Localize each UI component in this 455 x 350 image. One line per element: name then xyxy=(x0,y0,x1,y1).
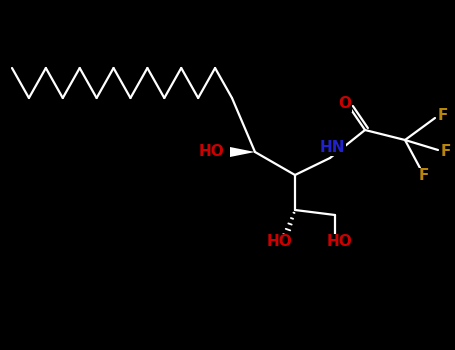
Text: F: F xyxy=(441,145,451,160)
Text: HN: HN xyxy=(319,140,345,155)
Text: HO: HO xyxy=(327,234,353,250)
Text: F: F xyxy=(438,108,448,124)
Text: F: F xyxy=(419,168,429,183)
Text: HO: HO xyxy=(267,234,293,250)
Text: O: O xyxy=(339,97,352,112)
Polygon shape xyxy=(230,147,255,157)
Text: HO: HO xyxy=(199,145,225,160)
